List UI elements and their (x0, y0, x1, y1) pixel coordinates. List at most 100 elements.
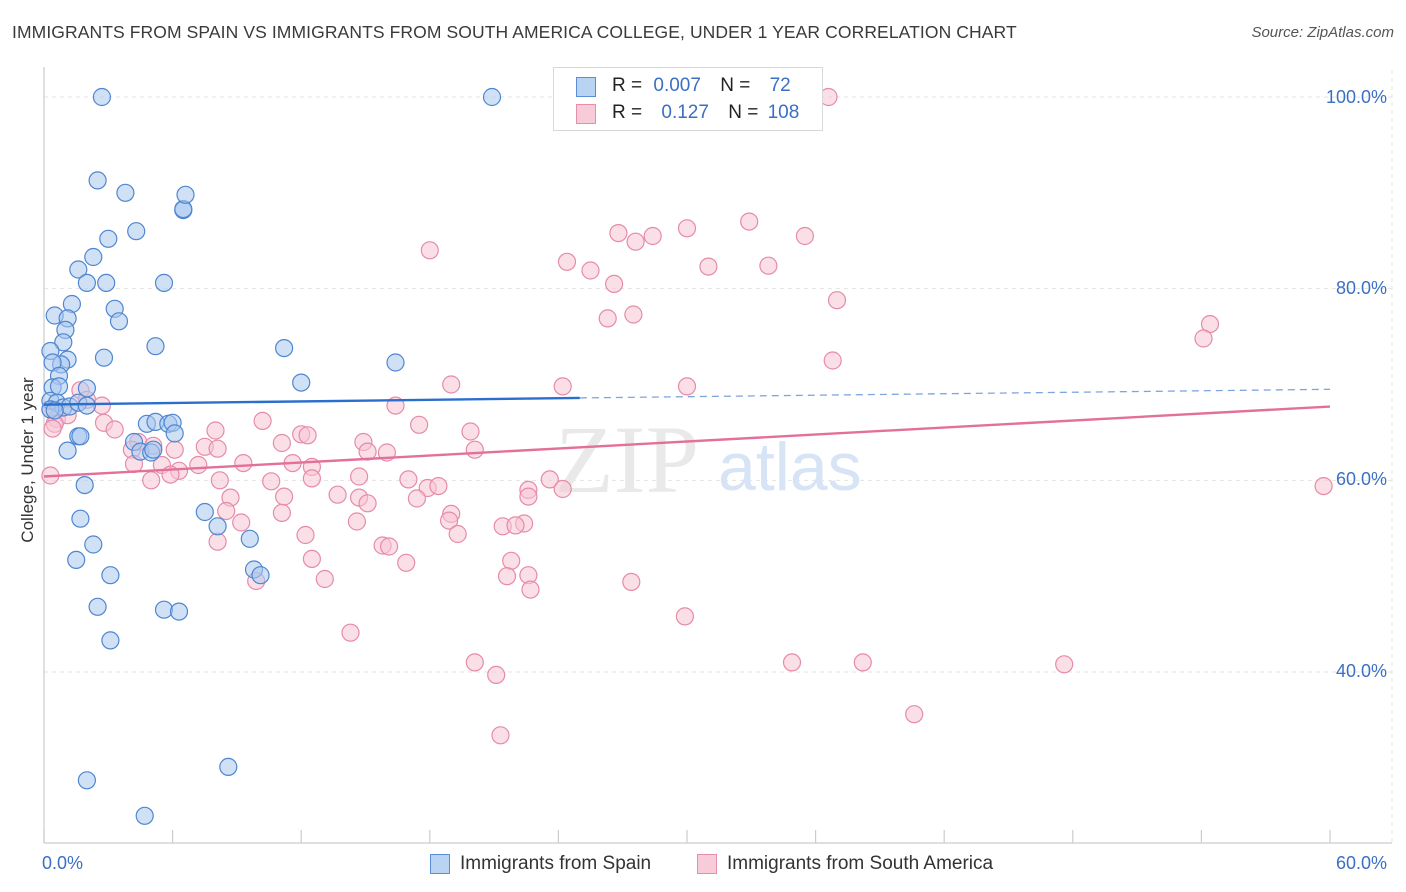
spain-point-13 (154, 273, 174, 292)
spain-point-59 (240, 529, 259, 548)
south-america-point-101 (341, 623, 360, 642)
south-america-point-108 (491, 726, 510, 745)
legend-spain-r-label: R = (612, 75, 643, 96)
south-america-point-76 (407, 489, 426, 508)
x-tick-label-max: 60.0% (1336, 853, 1388, 873)
south-america-point-54 (234, 454, 253, 473)
legend-sa-r-label: R = (612, 102, 643, 123)
spain-point-47 (71, 427, 90, 446)
spain-point-20 (54, 333, 73, 352)
y-tick-label-40: 40.0% (1336, 661, 1388, 681)
south-america-point-14 (598, 309, 617, 328)
correlation-legend: R = 0.007 N = 72 R = 0.127 N = 108 (553, 67, 823, 131)
south-america-point-105 (853, 653, 872, 672)
south-america-point-34 (253, 411, 272, 430)
south-america-point-107 (905, 705, 924, 724)
spain-point-58 (84, 535, 103, 554)
legend-swatch-south-america (576, 104, 596, 124)
spain-point-60 (67, 550, 86, 570)
spain-point-26 (94, 348, 114, 367)
south-america-point-53 (189, 455, 208, 475)
south-america-point-102 (465, 653, 484, 672)
south-america-point-1 (740, 212, 759, 231)
spain-trend-line (43, 396, 580, 406)
south-america-point-32 (43, 419, 62, 438)
spain-point-49 (165, 424, 184, 443)
spain-point-50 (58, 441, 77, 460)
spain-point-8 (127, 222, 146, 241)
spain-point-21 (146, 337, 165, 356)
south-america-point-12 (420, 241, 439, 260)
spain-point-53 (144, 440, 163, 459)
south-america-point-99 (622, 572, 641, 592)
y-tick-label-100: 100.0% (1326, 87, 1388, 107)
south-america-point-106 (1055, 655, 1074, 674)
south-america-point-88 (208, 532, 227, 551)
south-america-point-80 (347, 512, 366, 531)
south-america-point-59 (210, 471, 229, 490)
x-tick-label-min: 0.0% (42, 853, 84, 873)
spain-point-66 (169, 602, 189, 621)
series-swatch-spain (430, 854, 450, 874)
south-america-point-10 (759, 256, 778, 275)
south-america-point-72 (429, 477, 448, 496)
south-america-point-93 (502, 551, 521, 570)
spain-point-41 (45, 401, 64, 420)
south-america-point-21 (677, 377, 697, 396)
south-america-point-64 (540, 470, 559, 489)
spain-point-7 (99, 229, 118, 248)
south-america-point-62 (350, 467, 369, 486)
south-america-point-19 (442, 375, 461, 394)
legend-spain-n-label: N = (720, 75, 751, 96)
legend-sa-n-label: N = (728, 102, 759, 123)
spain-point-65 (154, 600, 174, 619)
south-america-point-68 (328, 485, 347, 504)
spain-point-64 (88, 597, 107, 616)
spain-point-28 (386, 353, 405, 372)
south-america-point-49 (465, 440, 484, 459)
spain-point-11 (77, 273, 97, 292)
spain-point-61 (101, 566, 120, 585)
spain-trend-line-extension (579, 388, 1331, 399)
south-america-point-94 (497, 567, 517, 586)
spain-point-56 (71, 509, 90, 528)
spain-point-18 (109, 312, 129, 331)
south-america-point-104 (782, 653, 802, 672)
south-america-point-60 (262, 472, 281, 491)
series-swatch-south-america (697, 854, 717, 874)
south-america-point-5 (643, 226, 662, 246)
south-america-point-41 (272, 433, 291, 453)
spain-point-10 (69, 260, 88, 279)
south-america-point-74 (553, 479, 572, 499)
spain-point-68 (219, 757, 238, 777)
watermark-atlas: atlas (718, 429, 862, 505)
legend-swatch-spain (576, 77, 596, 97)
spain-point-6 (176, 185, 195, 204)
y-tick-label-80: 80.0% (1336, 278, 1388, 298)
south-america-point-103 (487, 665, 506, 685)
south-america-point-78 (217, 501, 236, 521)
spain-point-3 (116, 183, 135, 202)
south-america-point-37 (461, 422, 480, 441)
spain-point-2 (88, 171, 107, 190)
south-america-point-81 (440, 511, 459, 530)
south-america-point-58 (142, 471, 161, 490)
south-america-point-63 (399, 470, 418, 489)
south-america-trend-line (43, 405, 1331, 478)
south-america-point-61 (302, 469, 321, 488)
south-america-point-8 (581, 261, 600, 280)
legend-sa-n-value: 108 (767, 102, 800, 123)
south-america-point-33 (206, 421, 225, 440)
south-america-point-4 (795, 226, 815, 246)
south-america-point-35 (410, 415, 429, 434)
south-america-point-7 (626, 232, 645, 251)
spain-points (41, 87, 502, 825)
south-america-point-92 (397, 553, 416, 572)
south-america-point-18 (823, 351, 842, 370)
spain-point-0 (92, 87, 112, 107)
south-america-point-91 (302, 549, 321, 569)
spain-point-22 (275, 339, 294, 358)
watermark: ZIP atlas (555, 406, 862, 513)
legend-spain-n-value: 72 (769, 75, 791, 96)
